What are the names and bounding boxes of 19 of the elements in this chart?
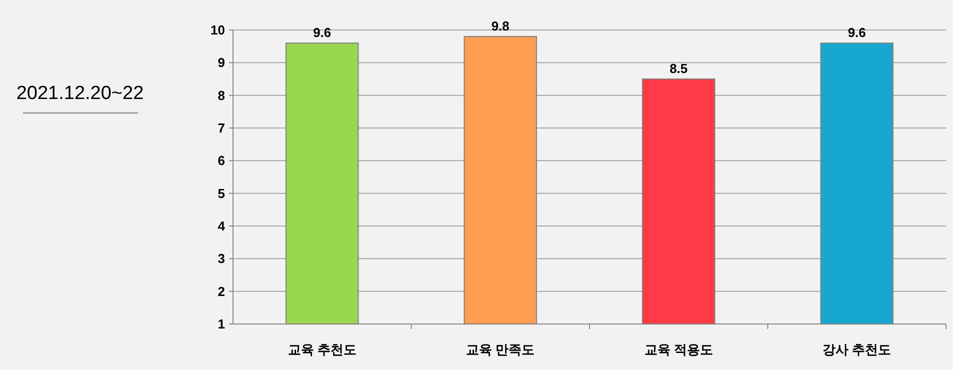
y-tick-label: 8 <box>218 88 225 103</box>
y-tick-label: 5 <box>218 186 225 201</box>
data-label: 9.8 <box>491 18 510 34</box>
x-tick-label: 교육 만족도 <box>466 342 535 357</box>
y-tick-label: 1 <box>218 316 225 332</box>
data-label: 9.6 <box>848 25 866 40</box>
y-tick-label: 4 <box>218 218 226 234</box>
y-tick-label: 10 <box>210 22 225 38</box>
data-label: 9.6 <box>313 25 332 40</box>
data-label: 8.5 <box>670 61 688 76</box>
x-tick-label: 강사 추천도 <box>822 342 892 357</box>
x-tick-label: 교육 추천도 <box>288 342 356 357</box>
y-tick-label: 2 <box>218 284 225 299</box>
x-tick-label: 교육 적용도 <box>644 342 713 357</box>
y-tick-label: 7 <box>218 120 225 136</box>
y-tick-label: 3 <box>218 251 225 266</box>
text: 2021.12.20~22 <box>16 83 144 104</box>
y-tick-label: 9 <box>218 55 225 70</box>
y-tick-label: 6 <box>218 153 225 168</box>
